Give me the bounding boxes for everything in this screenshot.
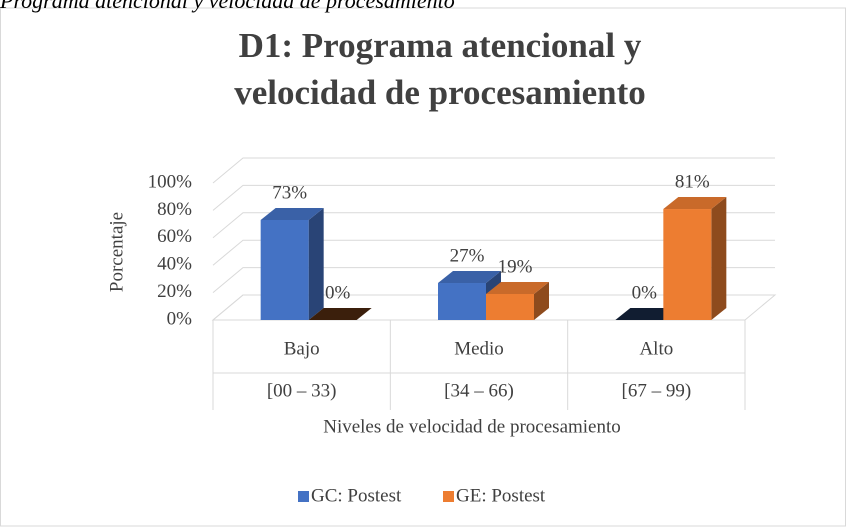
grid-line	[212, 184, 775, 211]
x-tick-label: Bajo	[284, 338, 320, 359]
bar-side	[308, 207, 324, 320]
bar-top	[308, 308, 372, 320]
y-axis-label: Porcentaje	[106, 212, 127, 292]
bar	[260, 219, 309, 320]
x-tick-range: [00 – 33)	[267, 380, 337, 401]
data-label: 81%	[675, 171, 710, 192]
legend-label: GE: Postest	[456, 485, 546, 506]
x-tick-label: Medio	[454, 338, 504, 359]
grid-line	[212, 157, 775, 184]
legend-swatch	[298, 491, 309, 502]
x-axis-label: Niveles de velocidad de procesamiento	[323, 416, 621, 437]
y-tick-label: 40%	[157, 254, 192, 275]
y-tick-label: 20%	[157, 281, 192, 302]
bar-top	[615, 308, 679, 320]
bar-top	[438, 271, 501, 284]
caption: Programa atencional y velocidad de proce…	[0, 0, 455, 13]
x-tick-label: Alto	[639, 338, 673, 359]
bar-top	[260, 207, 324, 220]
bar	[663, 209, 712, 320]
bar-side	[711, 197, 727, 320]
data-label: 27%	[450, 245, 485, 266]
chart-title: D1: Programa atencional y velocidad de p…	[234, 26, 646, 112]
legend-swatch	[443, 491, 454, 502]
bar	[438, 283, 486, 320]
y-tick-label: 100%	[148, 171, 193, 192]
bar	[486, 293, 534, 320]
y-tick-label: 0%	[167, 308, 193, 329]
bar-side	[534, 281, 549, 320]
grid-line	[212, 267, 775, 293]
grid-line	[212, 294, 775, 321]
data-label: 0%	[632, 282, 658, 303]
grid-line	[212, 239, 775, 266]
data-label: 19%	[498, 256, 533, 277]
bar-top	[486, 281, 549, 294]
y-tick-label: 80%	[157, 199, 192, 220]
data-label: 0%	[325, 282, 351, 303]
x-tick-range: [34 – 66)	[444, 380, 514, 401]
bar-top	[663, 197, 727, 210]
grid-line	[212, 212, 775, 239]
legend-label: GC: Postest	[311, 485, 402, 506]
data-label: 73%	[272, 182, 307, 203]
y-tick-label: 60%	[157, 226, 192, 247]
x-tick-range: [67 – 99)	[622, 380, 692, 401]
